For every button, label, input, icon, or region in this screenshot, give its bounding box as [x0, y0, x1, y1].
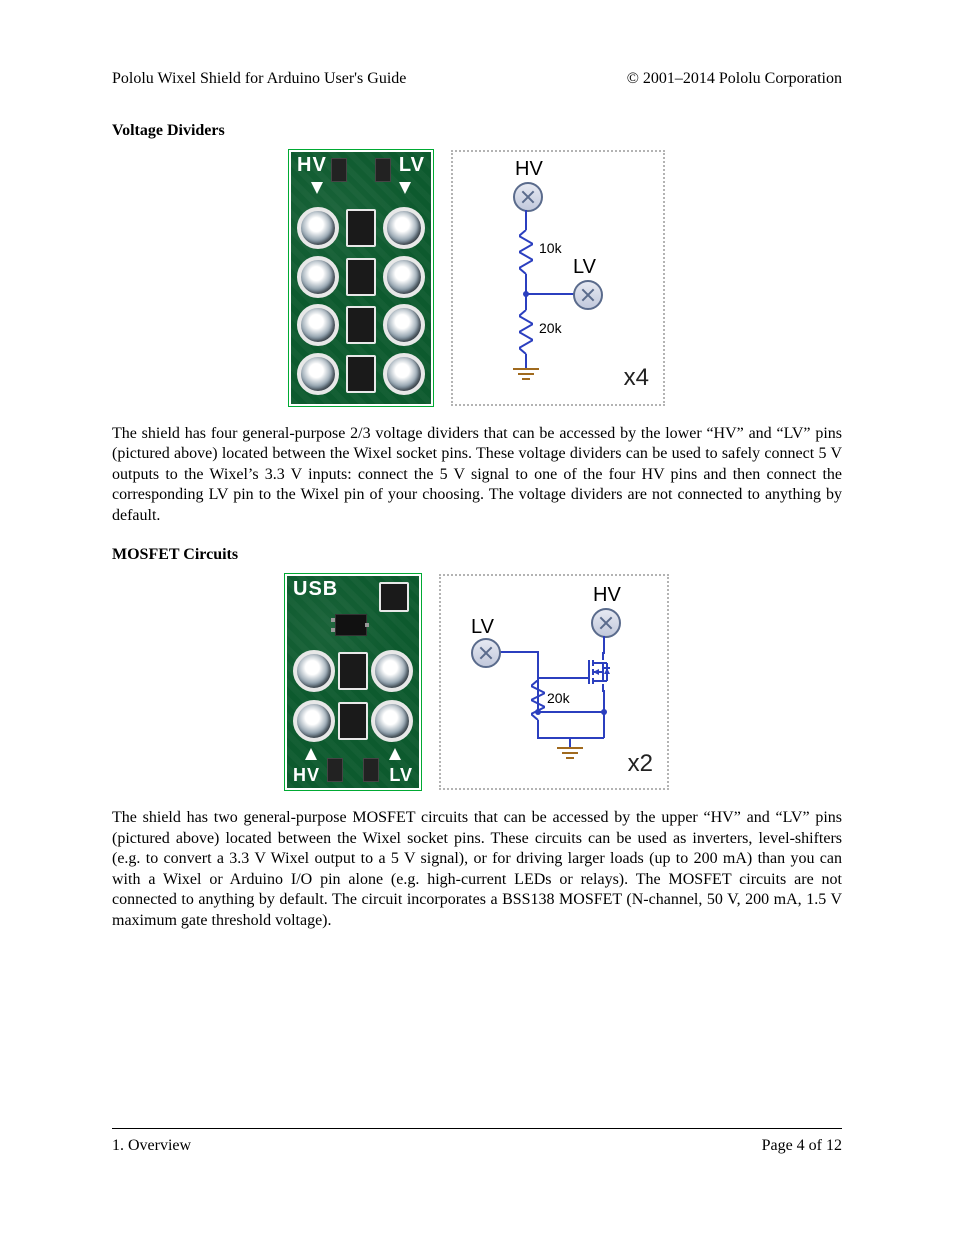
figure-voltage-dividers: HV LV HV — [112, 150, 842, 406]
schematic-mosfet: HV — [439, 574, 669, 790]
footer-section-label: 1. Overview — [112, 1137, 191, 1155]
arrow-icon — [399, 182, 411, 194]
schematic-label-hv: HV — [515, 158, 543, 181]
silkscreen-hv: HV — [293, 765, 320, 786]
node-lv — [573, 280, 603, 310]
silkscreen-lv: LV — [399, 154, 425, 177]
paragraph-voltage-dividers: The shield has four general-purpose 2/3 … — [112, 424, 842, 526]
paragraph-mosfet: The shield has two general-purpose MOSFE… — [112, 808, 842, 931]
arrow-icon — [389, 748, 401, 760]
schematic-voltage-divider: HV 10k LV 20k — [451, 150, 665, 406]
node-hv — [513, 182, 543, 212]
heading-voltage-dividers: Voltage Dividers — [112, 122, 842, 140]
pcb-photo-dividers: HV LV — [289, 150, 433, 406]
schematic-r-value: 20k — [547, 690, 570, 706]
silkscreen-hv: HV — [297, 154, 327, 177]
page-footer: 1. Overview Page 4 of 12 — [112, 1128, 842, 1155]
schematic-r1-value: 10k — [539, 240, 562, 256]
schematic-r2-value: 20k — [539, 320, 562, 336]
header-left: Pololu Wixel Shield for Arduino User's G… — [112, 70, 406, 88]
silkscreen-lv: LV — [389, 765, 413, 786]
footer-page-label: Page 4 of 12 — [762, 1137, 842, 1155]
schematic-label-lv: LV — [573, 256, 596, 279]
schematic-multiplier: x4 — [624, 364, 649, 392]
schematic-multiplier: x2 — [628, 750, 653, 778]
arrow-icon — [311, 182, 323, 194]
silkscreen-usb: USB — [293, 578, 338, 601]
heading-mosfet: MOSFET Circuits — [112, 546, 842, 564]
arrow-icon — [305, 748, 317, 760]
header-right: © 2001–2014 Pololu Corporation — [627, 70, 842, 88]
pcb-photo-mosfet: USB HV LV — [285, 574, 421, 790]
figure-mosfet: USB HV LV HV — [112, 574, 842, 790]
